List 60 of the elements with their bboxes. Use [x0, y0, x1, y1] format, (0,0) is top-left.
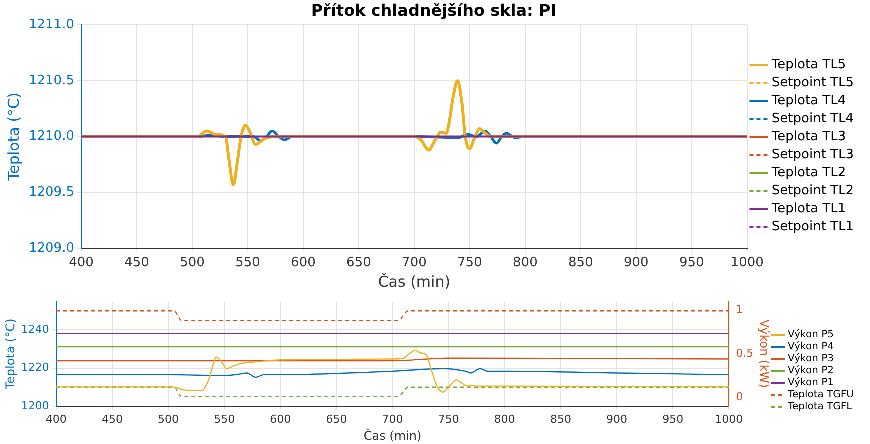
y-tick-label: 1200 [21, 399, 50, 412]
x-tick-label: 700 [382, 412, 404, 426]
x-tick-label: 500 [158, 412, 180, 426]
x-tick-label: 1000 [730, 256, 764, 271]
x-axis-title: Čas (min) [378, 272, 451, 291]
y2-tick-label: 1 [736, 303, 744, 316]
x-tick-label: 850 [550, 412, 572, 426]
x-tick-label: 800 [494, 412, 516, 426]
legend-label: Setpoint TL4 [772, 111, 854, 126]
x-tick-label: 750 [438, 412, 460, 426]
legend-label: Výkon P3 [788, 354, 834, 365]
legend-label: Výkon P4 [788, 342, 834, 353]
y2-tick-label: 0 [736, 390, 744, 404]
x-tick-label: 400 [46, 412, 67, 426]
legend-label: Teplota TL1 [770, 201, 846, 216]
x-tick-label: 700 [402, 256, 427, 271]
legend-label: Setpoint TL5 [772, 75, 854, 90]
x-tick-label: 500 [180, 256, 205, 271]
legend-label: Setpoint TL2 [772, 183, 854, 198]
legend-label: Teplota TGFL [787, 402, 853, 413]
y2-tick-label: 0.5 [736, 346, 754, 360]
y-axis-title: Teplota (°C) [4, 92, 23, 182]
x-tick-label: 750 [458, 256, 482, 271]
x-tick-label: 900 [606, 412, 628, 426]
x-tick-label: 650 [326, 412, 348, 426]
x-tick-label: 950 [680, 256, 704, 271]
y-tick-label: 1209.5 [28, 184, 74, 200]
legend-label: Teplota TL3 [770, 129, 846, 144]
y-tick-label: 1220 [21, 361, 50, 374]
chart-title: Přítok chladnějšího skla: PI [311, 0, 557, 20]
legend-label: Setpoint TL3 [772, 147, 854, 162]
legend-label: Teplota TL4 [770, 93, 846, 108]
y2-axis-title: Výkon (kW) [758, 320, 772, 388]
x-tick-label: 550 [214, 412, 236, 426]
x-tick-label: 450 [124, 256, 150, 271]
legend-label: Výkon P1 [788, 378, 834, 389]
x-tick-label: 900 [624, 256, 649, 271]
y-tick-label: 1240 [21, 323, 50, 336]
y-tick-label: 1209.0 [28, 240, 74, 256]
x-tick-label: 950 [662, 412, 684, 426]
x-tick-label: 850 [568, 256, 594, 271]
x-axis-title: Čas (min) [364, 428, 422, 443]
x-tick-label: 600 [291, 256, 316, 271]
x-tick-label: 600 [270, 412, 292, 426]
legend-label: Teplota TGFU [787, 390, 854, 401]
y-tick-label: 1210.0 [28, 129, 74, 144]
x-tick-label: 1000 [715, 412, 744, 426]
legend-label: Výkon P2 [788, 366, 834, 377]
x-tick-label: 400 [69, 256, 94, 271]
legend-label: Teplota TL2 [770, 165, 846, 180]
y-tick-label: 1210.5 [28, 73, 74, 88]
legend-label: Teplota TL5 [770, 57, 846, 72]
x-tick-label: 550 [236, 256, 260, 271]
legend-label: Setpoint TL1 [772, 219, 854, 234]
y-axis-title: Teplota (°C) [3, 318, 18, 390]
x-tick-label: 450 [102, 412, 123, 426]
x-tick-label: 650 [346, 256, 372, 271]
legend-label: Výkon P5 [788, 330, 834, 341]
y-tick-label: 1211.0 [28, 18, 74, 33]
x-tick-label: 800 [513, 256, 538, 271]
